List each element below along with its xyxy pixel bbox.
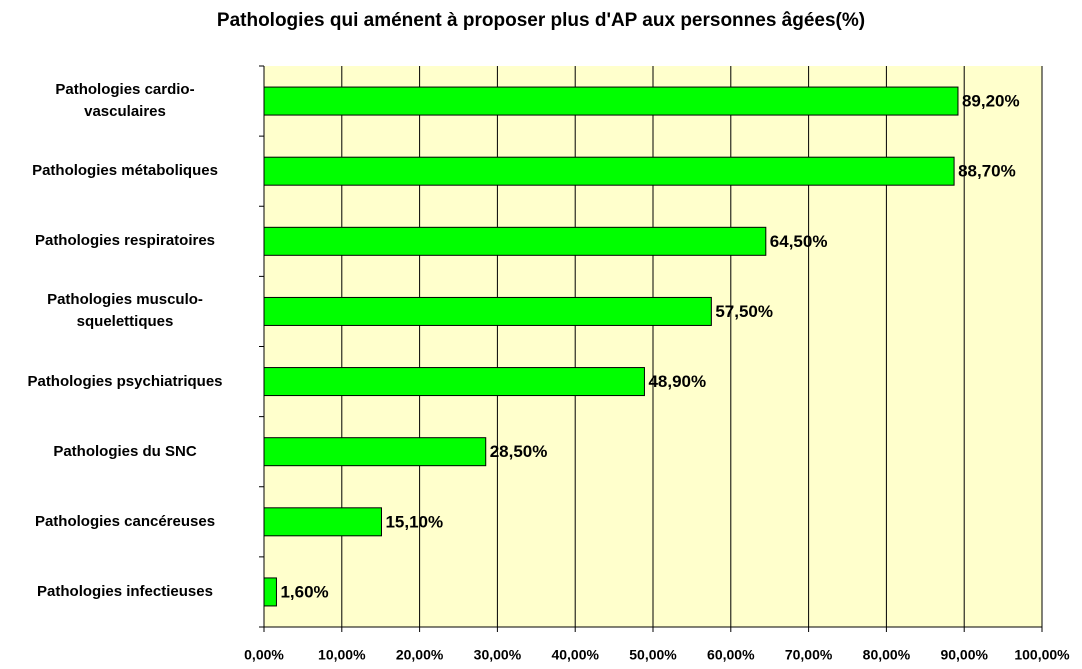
x-tick-label: 40,00% bbox=[551, 647, 599, 663]
x-tick-label: 100,00% bbox=[1014, 647, 1070, 663]
value-label: 89,20% bbox=[962, 92, 1020, 111]
x-tick-label: 10,00% bbox=[318, 647, 366, 663]
bar bbox=[263, 437, 487, 467]
bar bbox=[263, 226, 767, 256]
x-tick-label: 90,00% bbox=[940, 647, 988, 663]
x-tick-label: 50,00% bbox=[629, 647, 677, 663]
y-tick-label: Pathologies infectieuses bbox=[37, 582, 213, 600]
y-tick-label: Pathologies cardio- vasculaires bbox=[55, 81, 195, 121]
value-label: 28,50% bbox=[490, 442, 548, 461]
value-label: 64,50% bbox=[770, 232, 828, 251]
bar bbox=[263, 507, 382, 537]
x-tick-label: 60,00% bbox=[707, 647, 755, 663]
x-tick-label: 80,00% bbox=[863, 647, 911, 663]
value-label: 15,10% bbox=[385, 512, 443, 531]
y-tick-label: Pathologies métaboliques bbox=[32, 162, 218, 180]
bar bbox=[263, 367, 645, 397]
x-tick-label: 20,00% bbox=[396, 647, 444, 663]
x-tick-label: 30,00% bbox=[474, 647, 522, 663]
value-label: 88,70% bbox=[958, 162, 1016, 181]
bar bbox=[263, 156, 955, 186]
bar bbox=[263, 296, 712, 326]
y-tick-label: Pathologies respiratoires bbox=[34, 232, 216, 250]
x-tick-label: 70,00% bbox=[785, 647, 833, 663]
x-tick-label: 0,00% bbox=[244, 647, 284, 663]
bar bbox=[263, 577, 277, 607]
chart-title: Pathologies qui aménent à proposer plus … bbox=[217, 10, 865, 31]
y-tick-label: Pathologies musculo- squelettiques bbox=[47, 291, 203, 331]
bar bbox=[263, 86, 959, 116]
value-label: 48,90% bbox=[648, 372, 706, 391]
value-label: 57,50% bbox=[715, 302, 773, 321]
y-tick-label: Pathologies psychiatriques bbox=[27, 372, 223, 390]
y-tick-label: Pathologies du SNC bbox=[53, 442, 197, 460]
y-tick-label: Pathologies cancéreuses bbox=[34, 512, 216, 530]
value-label: 1,60% bbox=[280, 582, 328, 601]
